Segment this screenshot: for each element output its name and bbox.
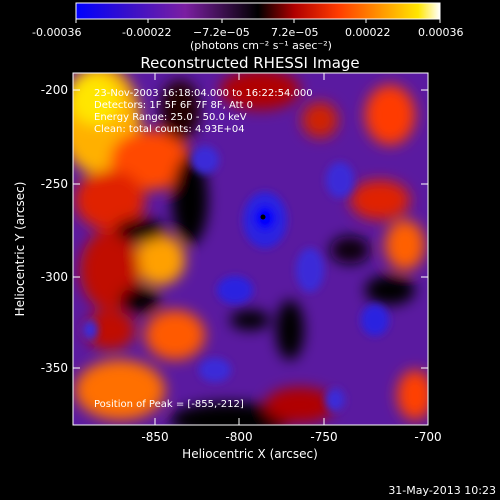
y-axis-label: Heliocentric Y (arcsec) [13,182,27,317]
x-tick-label: -700 [414,430,441,444]
x-axis-ticks [154,73,429,425]
footer-date: 31-May-2013 10:23 [388,484,496,497]
colorbar-tick-label: −7.2e−05 [193,26,250,39]
colorbar-tick-label: 7.2e−05 [271,26,318,39]
annotation-detectors: Detectors: 1F 5F 6F 7F 8F, Att 0 [94,100,253,111]
x-tick-label: -750 [310,430,337,444]
x-axis-label: Heliocentric X (arcsec) [182,447,318,461]
x-tick-label: -850 [141,430,168,444]
colorbar-tick-label: -0.00036 [32,26,81,39]
y-tick-label: -250 [41,177,68,191]
plot-title: Reconstructed RHESSI Image [140,54,359,72]
colorbar-tick-label: -0.00022 [122,26,171,39]
annotation-peak-position: Position of Peak = [-855,-212] [94,399,244,410]
rhessi-image-map [73,73,428,425]
y-tick-label: -350 [41,361,68,375]
colorbar-unit-label: (photons cm⁻² s⁻¹ asec⁻²) [190,39,332,52]
annotation-energy-range: Energy Range: 25.0 - 50.0 keV [94,112,247,123]
annotation-time-range: 23-Nov-2003 16:18:04.000 to 16:22:54.000 [94,88,313,99]
colorbar-tick-label: 0.00036 [418,26,464,39]
peak-marker [260,214,266,220]
x-tick-label: -800 [225,430,252,444]
colorbar [75,2,441,20]
colorbar-tick-label: 0.00022 [345,26,391,39]
y-axis-ticks [73,89,428,369]
y-tick-label: -200 [41,83,68,97]
plot-frame [72,72,429,426]
colorbar-ticks [75,19,441,23]
y-tick-label: -300 [41,270,68,284]
annotation-counts: Clean: total counts: 4.93E+04 [94,124,245,135]
